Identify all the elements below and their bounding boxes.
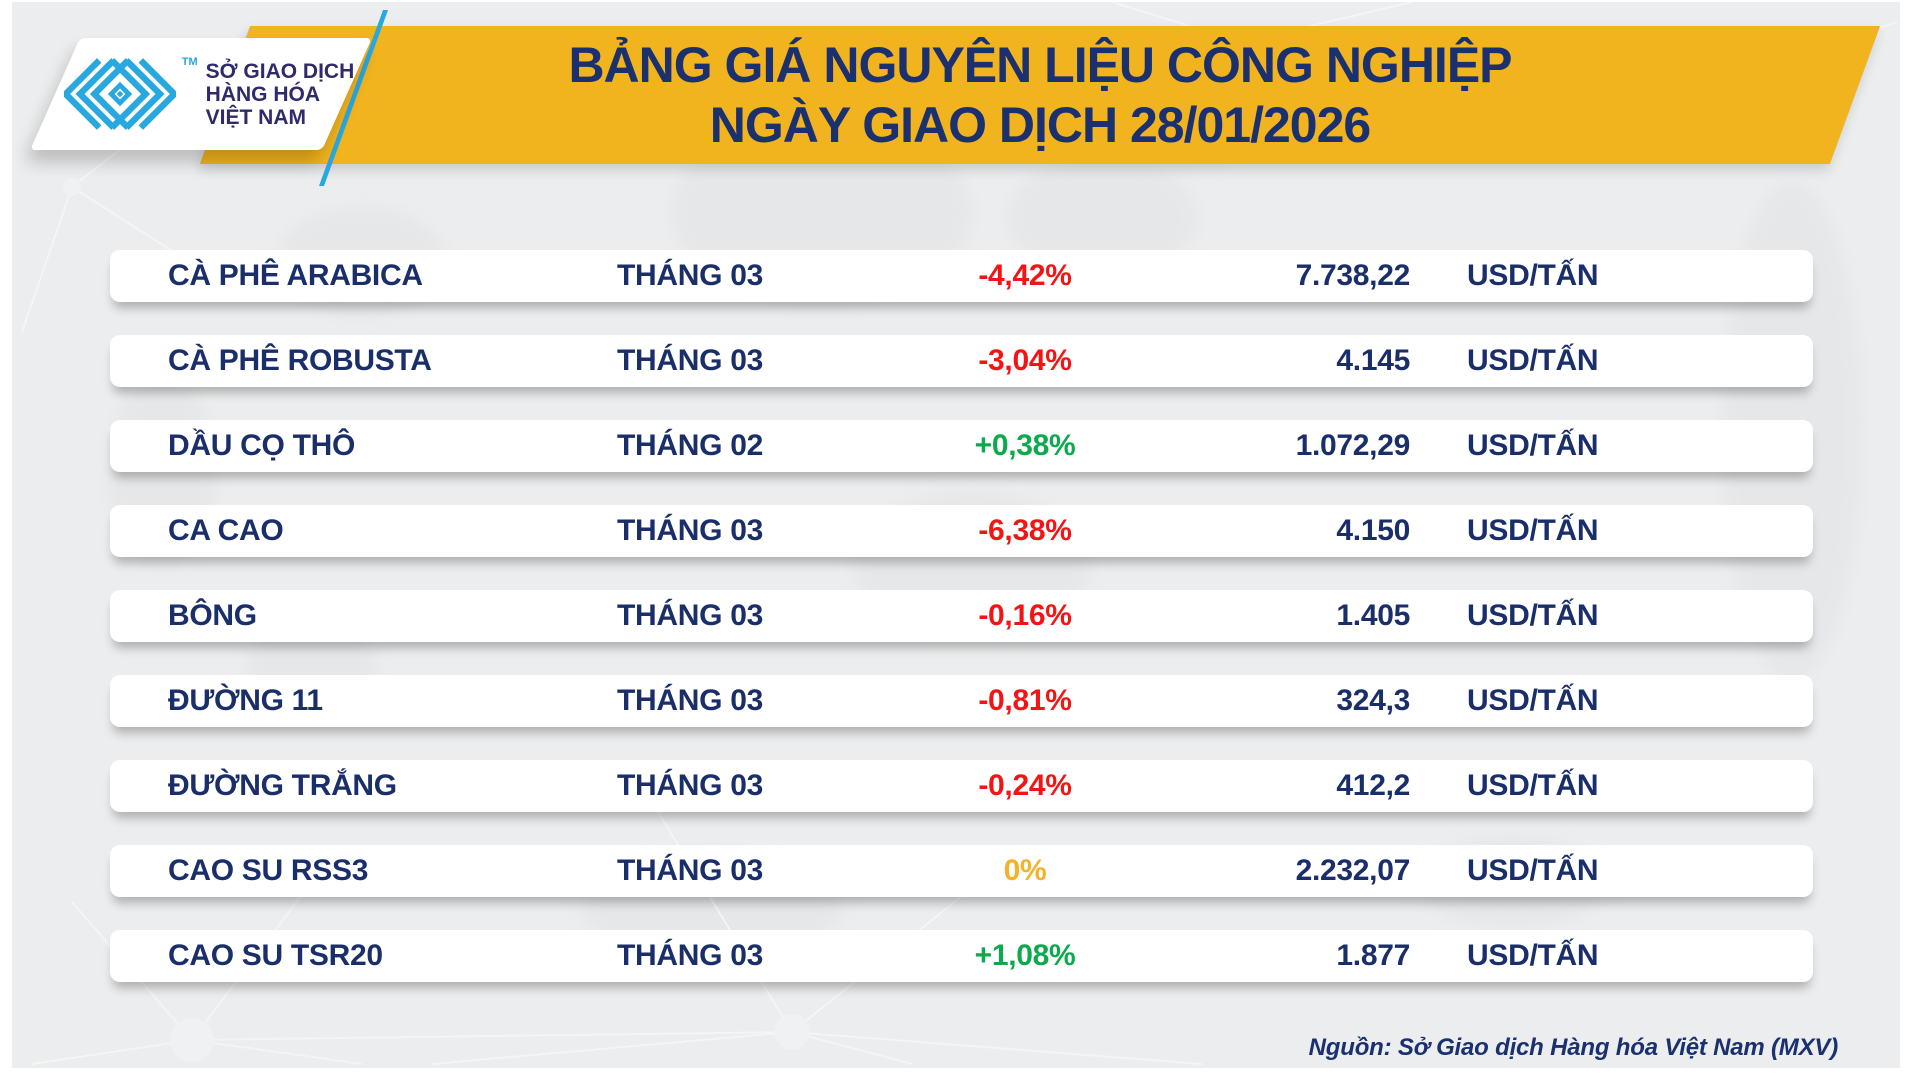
contract-month: THÁNG 03 — [617, 599, 763, 632]
commodity-name: CAO SU TSR20 — [168, 939, 383, 972]
change-percent: -0,81% — [978, 684, 1072, 717]
change-percent: +0,38% — [974, 429, 1076, 462]
price-unit: USD/TẤN — [1467, 429, 1599, 462]
contract-month: THÁNG 03 — [617, 769, 763, 802]
table-row: CÀ PHÊ ARABICA THÁNG 03 -4,42% 7.738,22 … — [110, 250, 1813, 302]
price-value: 2.232,07 — [1295, 854, 1411, 887]
commodity-name: CAO SU RSS3 — [168, 854, 369, 887]
price-unit: USD/TẤN — [1467, 259, 1599, 292]
price-value: 1.405 — [1336, 599, 1410, 632]
change-percent: -6,38% — [978, 514, 1072, 547]
commodity-name: CÀ PHÊ ROBUSTA — [168, 344, 432, 377]
price-rows: CÀ PHÊ ARABICA THÁNG 03 -4,42% 7.738,22 … — [110, 250, 1813, 1015]
contract-month: THÁNG 03 — [617, 344, 763, 377]
contract-month: THÁNG 03 — [617, 939, 763, 972]
title-line-1: BẢNG GIÁ NGUYÊN LIỆU CÔNG NGHIỆP — [568, 37, 1512, 93]
commodity-name: CÀ PHÊ ARABICA — [168, 259, 423, 292]
price-unit: USD/TẤN — [1467, 344, 1599, 377]
price-value: 412,2 — [1336, 769, 1410, 802]
contract-month: THÁNG 03 — [617, 684, 763, 717]
logo-text-line1: SỞ GIAO DỊCH — [205, 59, 355, 83]
table-row: CAO SU TSR20 THÁNG 03 +1,08% 1.877 USD/T… — [110, 930, 1813, 982]
price-unit: USD/TẤN — [1467, 939, 1599, 972]
change-percent: -4,42% — [978, 259, 1072, 292]
table-row: CÀ PHÊ ROBUSTA THÁNG 03 -3,04% 4.145 USD… — [110, 335, 1813, 387]
mxv-logo-icon — [63, 58, 176, 130]
contract-month: THÁNG 03 — [617, 854, 763, 887]
change-percent: 0% — [1003, 854, 1047, 887]
mxv-logo-content: TM SỞ GIAO DỊCH HÀNG HÓA VIỆT NAM — [55, 38, 354, 150]
table-row: ĐƯỜNG TRẮNG THÁNG 03 -0,24% 412,2 USD/TẤ… — [110, 760, 1813, 812]
contract-month: THÁNG 03 — [617, 514, 763, 547]
change-percent: +1,08% — [974, 939, 1076, 972]
price-value: 4.145 — [1336, 344, 1410, 377]
price-board: BẢNG GIÁ NGUYÊN LIỆU CÔNG NGHIỆP NGÀY GI… — [12, 2, 1900, 1068]
table-row: BÔNG THÁNG 03 -0,16% 1.405 USD/TẤN — [110, 590, 1813, 642]
source-credit: Nguồn: Sở Giao dịch Hàng hóa Việt Nam (M… — [1308, 1034, 1839, 1061]
commodity-name: CA CAO — [168, 514, 284, 547]
price-unit: USD/TẤN — [1467, 514, 1599, 547]
price-value: 1.877 — [1336, 939, 1410, 972]
price-value: 4.150 — [1336, 514, 1410, 547]
price-unit: USD/TẤN — [1467, 684, 1599, 717]
change-percent: -3,04% — [978, 344, 1072, 377]
title-line-2: NGÀY GIAO DỊCH 28/01/2026 — [709, 97, 1371, 153]
commodity-name: ĐƯỜNG TRẮNG — [168, 769, 397, 802]
commodity-name: DẦU CỌ THÔ — [168, 429, 355, 462]
table-row: CAO SU RSS3 THÁNG 03 0% 2.232,07 USD/TẤN — [110, 845, 1813, 897]
table-row: CA CAO THÁNG 03 -6,38% 4.150 USD/TẤN — [110, 505, 1813, 557]
logo-text: SỞ GIAO DỊCH HÀNG HÓA VIỆT NAM — [206, 60, 355, 129]
contract-month: THÁNG 03 — [617, 259, 763, 292]
table-row: ĐƯỜNG 11 THÁNG 03 -0,81% 324,3 USD/TẤN — [110, 675, 1813, 727]
contract-month: THÁNG 02 — [617, 429, 763, 462]
mxv-logo: TM SỞ GIAO DỊCH HÀNG HÓA VIỆT NAM — [30, 38, 372, 150]
commodity-name: ĐƯỜNG 11 — [168, 684, 323, 717]
price-unit: USD/TẤN — [1467, 769, 1599, 802]
table-row: DẦU CỌ THÔ THÁNG 02 +0,38% 1.072,29 USD/… — [110, 420, 1813, 472]
logo-text-line3: VIỆT NAM — [205, 105, 306, 129]
page-title: BẢNG GIÁ NGUYÊN LIỆU CÔNG NGHIỆP NGÀY GI… — [225, 26, 1855, 164]
change-percent: -0,16% — [978, 599, 1072, 632]
change-percent: -0,24% — [978, 769, 1072, 802]
price-value: 324,3 — [1336, 684, 1410, 717]
logo-text-line2: HÀNG HÓA — [205, 82, 320, 106]
price-value: 1.072,29 — [1295, 429, 1411, 462]
price-unit: USD/TẤN — [1467, 854, 1599, 887]
trademark-symbol: TM — [181, 56, 198, 68]
commodity-name: BÔNG — [168, 599, 257, 632]
price-value: 7.738,22 — [1295, 259, 1411, 292]
price-unit: USD/TẤN — [1467, 599, 1599, 632]
